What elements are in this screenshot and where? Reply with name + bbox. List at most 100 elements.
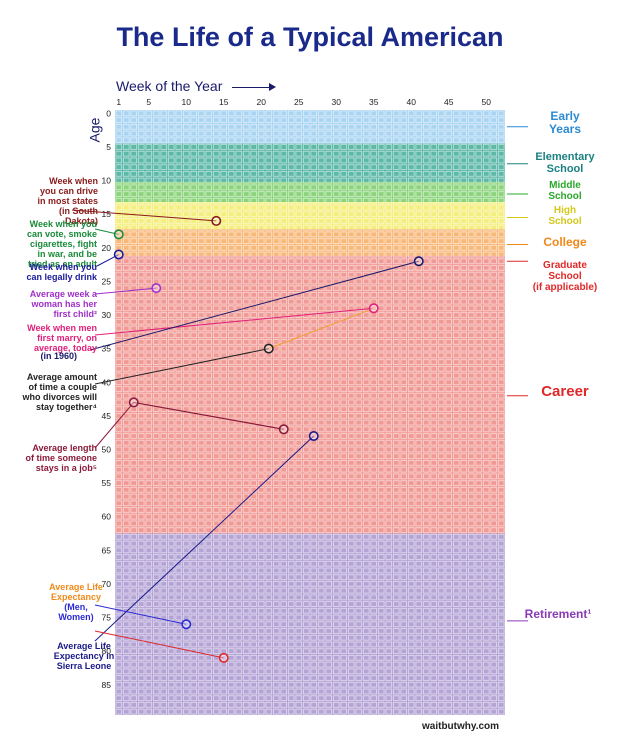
connector-life-women [94,630,224,659]
stage-label-line: Years [548,122,582,136]
stage-label-line: Retirement¹ [524,607,592,621]
annotation-line: (in 1960) [40,351,77,361]
stage-label-line: College [543,235,587,249]
stage-label-line: Elementary [535,151,595,163]
age-tick-label: 0 [106,108,111,118]
week-tick-label: 20 [257,97,267,107]
age-tick-label: 65 [102,545,112,555]
annotation-line: in most states [37,196,98,206]
week-tick-label: 35 [369,97,379,107]
annotation-line: first marry, on [37,333,97,343]
annotation-line: Expectancy in [53,651,115,661]
annotation-line: (Men, [64,602,88,612]
annotation-line: can vote, smoke [26,229,97,239]
annotation-life-exp-mw: (Men, Women) [26,602,126,622]
annotation-line: you can drive [39,186,98,196]
stage-label-retirement: Retirement¹ [503,608,613,621]
stage-label-college: College [510,236,620,249]
annotation-line: Dakota) [64,216,98,226]
age-tick-label: 5 [106,142,111,152]
annotation-line: Women) [58,612,94,622]
age-tick-label: 35 [102,344,112,354]
age-tick-label: 20 [102,243,112,253]
annotation-line: cigarettes, fight [29,239,97,249]
annotation-line: (in South [59,206,98,216]
age-tick-label: 80 [102,646,112,656]
annotation-line: first child² [53,309,97,319]
week-axis-label: Week of the Year [116,78,223,94]
connector-driving [71,209,217,222]
annotation-marry-1960: (in 1960) [40,351,77,361]
age-tick-label: 10 [102,176,112,186]
milestone-life-men [181,619,192,630]
annotation-line: average, today [33,343,97,353]
milestone-voting [113,229,124,240]
job-duration-line [133,401,284,430]
annotation-line: stay together⁴ [36,402,97,412]
annotation-line: who divorces will [22,392,97,402]
week-tick-label: 5 [146,97,151,107]
connector-first-child [94,287,157,295]
stage-label-middle: Middle School [510,180,620,202]
milestone-men-marry-today [368,303,379,314]
arrow-right-icon [232,82,277,91]
week-tick-label: 50 [482,97,492,107]
age-tick-label: 15 [102,209,112,219]
age-tick-label: 50 [102,444,112,454]
connector-divorce [94,348,269,385]
week-tick-label: 30 [332,97,342,107]
annotation-line: can legally drink [26,272,97,282]
week-tick-label: 15 [219,97,229,107]
connector-men-marry-1960 [89,260,419,351]
stage-label-high: High School [510,205,620,227]
annotation-line: Average week a [29,289,97,299]
annotation-line: Week when men [27,323,97,333]
age-tick-label: 60 [102,512,112,522]
connector-sierra-leone [94,435,315,642]
stage-label-line: (if applicable) [532,282,598,293]
stage-label-line: School [548,216,582,227]
connector-job-length [94,402,135,449]
annotation-life-exp: Average Life Expectancy [26,582,126,602]
annotation-divorce: Average amount of time a couple who divorc… [22,372,97,412]
annotation-job: Average length of time someone stays in a … [25,443,97,473]
milestone-life-women [218,652,229,663]
age-tick-label: 40 [102,377,112,387]
stage-label-early: Early Years [510,110,620,136]
annotation-line: Expectancy [50,592,102,602]
milestone-divorce [263,343,274,354]
age-tick-label: 25 [102,276,112,286]
age-tick-label: 55 [102,478,112,488]
annotation-driving: Week when you can drive in most states (in … [37,176,98,226]
stage-label-line: School [548,191,582,202]
connector-life-men [94,604,187,625]
annotation-first-child: Average week a woman has her first child² [30,289,97,319]
connector-men-marry-today [94,307,374,336]
annotation-line: Sierra Leone [56,661,112,671]
stage-label-line: School [546,163,584,175]
annotation-line: Average Life [49,582,103,592]
annotation-line: Week when you [29,262,97,272]
annotation-sierra: Average Life Expectancy in Sierra Leone [34,641,134,671]
week-tick-label: 1 [116,97,121,107]
week-axis-title: Week of the Year [116,78,277,94]
age-tick-label: 85 [102,680,112,690]
week-tick-label: 10 [182,97,192,107]
week-tick-label: 45 [444,97,454,107]
annotation-drinking: Week when you can legally drink [26,262,97,282]
age-tick-label: 45 [102,411,112,421]
annotation-line: Average amount [26,372,97,382]
annotation-line: woman has her [31,299,97,309]
milestone-job-length [128,397,139,408]
age-tick-label: 75 [102,613,112,623]
credit-text: waitbutwhy.com [422,721,500,732]
stage-label-line: Graduate [543,260,587,271]
stage-label-line: Middle [549,180,581,191]
stage-label-elementary: Elementary School [510,151,620,175]
stage-label-grad: Graduate School (if applicable) [510,260,620,293]
annotation-line: Week when you [29,219,97,229]
annotation-line: of time a couple [28,382,97,392]
age-tick-label: 30 [102,310,112,320]
stage-label-line: High [553,205,577,216]
